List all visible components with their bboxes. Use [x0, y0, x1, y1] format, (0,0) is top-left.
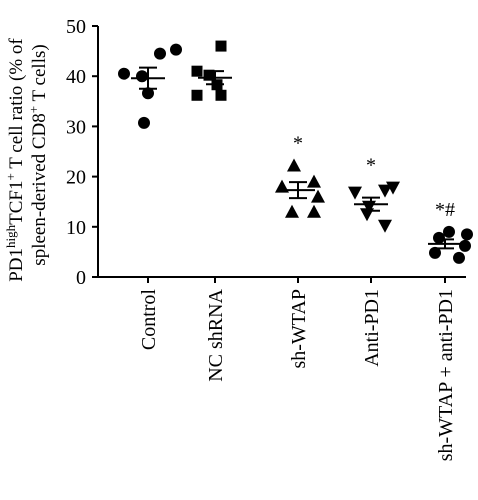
data-point [459, 239, 471, 252]
y-tick-label: 30 [66, 116, 86, 138]
significance-label: *# [435, 199, 455, 221]
data-point [215, 89, 227, 101]
x-tick-label: NC shRNA [205, 288, 227, 381]
group-1 [191, 40, 232, 101]
data-point [311, 189, 325, 203]
data-point [154, 47, 166, 60]
data-point [170, 43, 182, 56]
data-point [443, 225, 455, 238]
group-4: *# [428, 199, 473, 264]
y-axis-label-line2: spleen-derived CD8+ T cells) [26, 44, 50, 265]
x-tick-label: Anti-PD1 [361, 289, 383, 367]
data-point [429, 246, 441, 259]
y-tick-label: 40 [66, 66, 86, 88]
data-marks: * * *# [118, 40, 473, 264]
data-point [142, 87, 154, 100]
data-point [191, 65, 203, 77]
x-tick-label: sh-WTAP + anti-PD1 [435, 289, 457, 461]
significance-label: * [293, 133, 303, 155]
axes: 0 10 20 30 40 50 Control NC shRNA sh-WTAP Anti-PD… [66, 16, 466, 461]
data-point [138, 116, 150, 129]
data-point [378, 219, 392, 233]
y-tick-label: 10 [66, 217, 86, 239]
y-axis-label-line1: PD1highTCF1+ T cell ratio (% of [3, 38, 27, 282]
group-0 [118, 43, 182, 129]
data-point [307, 204, 321, 218]
data-point [433, 231, 445, 244]
data-point [378, 184, 392, 198]
significance-label: * [366, 155, 376, 177]
y-tick-label: 20 [66, 167, 86, 189]
data-point [348, 186, 362, 200]
data-point [461, 228, 473, 241]
data-point [203, 69, 215, 81]
data-point [287, 158, 301, 172]
data-point [307, 174, 321, 188]
data-point [136, 70, 148, 83]
data-point [215, 40, 227, 52]
group-3: * [348, 155, 400, 233]
y-axis-label: PD1highTCF1+ T cell ratio (% of spleen-d… [3, 38, 50, 282]
x-tick-label: sh-WTAP [288, 289, 310, 369]
group-2: * [275, 133, 325, 218]
y-tick-label: 50 [66, 16, 86, 38]
y-tick-label: 0 [76, 267, 86, 289]
data-point [386, 181, 400, 195]
data-point [285, 204, 299, 218]
data-point [453, 251, 465, 264]
x-tick-label: Control [138, 289, 160, 351]
data-point [191, 89, 203, 101]
data-point [118, 67, 130, 80]
